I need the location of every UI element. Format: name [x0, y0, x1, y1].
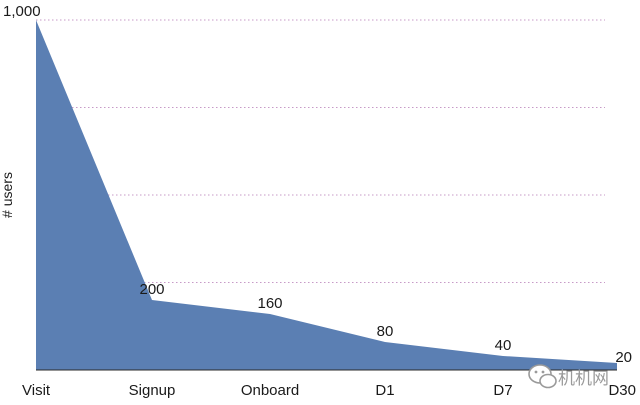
grid-lines [36, 19, 605, 283]
data-label: 40 [495, 337, 512, 354]
data-labels: 1,000 200 160 80 40 20 [3, 3, 632, 366]
x-tick-label: D30 [608, 382, 636, 399]
series-area [36, 20, 617, 370]
data-label: 80 [377, 323, 394, 340]
x-tick-label: D1 [375, 382, 394, 399]
x-tick-label: D7 [493, 382, 512, 399]
watermark-text: 机机网 [558, 369, 609, 389]
y-axis-label: # users [0, 172, 15, 218]
x-tick-label: Visit [22, 382, 51, 399]
data-label: 160 [257, 295, 282, 312]
x-tick-label: Onboard [241, 382, 299, 399]
data-label: 1,000 [3, 3, 41, 20]
x-tick-labels: Visit Signup Onboard D1 D7 D30 [22, 382, 636, 399]
x-tick-label: Signup [129, 382, 176, 399]
data-label: 200 [139, 281, 164, 298]
watermark: 机机网 [528, 364, 609, 389]
data-label: 20 [615, 349, 632, 366]
wechat-icon [528, 364, 557, 389]
